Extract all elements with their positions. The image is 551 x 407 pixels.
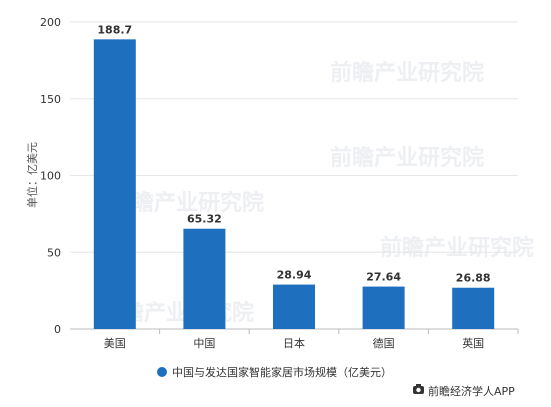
legend-marker	[157, 367, 167, 377]
y-axis-ticks: 0 50 100 150 200	[40, 16, 61, 336]
x-axis-ticks: 美国 中国 日本 德国 英国	[104, 329, 519, 350]
footer-text: 前瞻经济学人APP	[428, 384, 515, 398]
data-label: 27.64	[366, 271, 401, 284]
x-tick-label: 英国	[462, 336, 484, 350]
data-labels: 188.7 65.32 28.94 27.64 26.88	[97, 23, 490, 284]
bar-4[interactable]	[452, 287, 495, 329]
watermarks: 前瞻产业研究院 前瞻产业研究院 前瞻产业研究院 前瞻产业研究院 前瞻产业研究院	[100, 60, 534, 326]
data-label: 65.32	[187, 213, 222, 226]
data-label: 188.7	[97, 23, 132, 36]
bar-1[interactable]	[183, 228, 226, 329]
bar-3[interactable]	[362, 286, 405, 329]
legend-label: 中国与发达国家智能家居市场规模（亿美元）	[172, 365, 392, 379]
camera-icon	[413, 384, 424, 394]
bars	[93, 39, 495, 330]
x-tick-label: 中国	[193, 337, 215, 350]
x-tick-label: 日本	[283, 336, 305, 350]
watermark-4: 前瞻产业研究院	[380, 235, 534, 261]
y-tick-label: 50	[47, 246, 61, 259]
y-tick-label: 100	[40, 170, 61, 183]
watermark-1: 前瞻产业研究院	[330, 60, 484, 86]
data-label: 26.88	[456, 272, 491, 285]
y-tick-label: 200	[40, 16, 61, 29]
bar-0[interactable]	[93, 39, 136, 330]
y-axis-label: 单位：亿美元	[25, 142, 39, 208]
footer: 前瞻经济学人APP	[413, 384, 515, 398]
watermark-2: 前瞻产业研究院	[330, 145, 484, 171]
legend[interactable]: 中国与发达国家智能家居市场规模（亿美元）	[157, 365, 392, 379]
bar-2[interactable]	[273, 284, 315, 329]
x-tick-label: 美国	[104, 337, 126, 350]
data-label: 28.94	[277, 269, 312, 282]
x-tick-label: 德国	[373, 336, 395, 350]
y-tick-label: 150	[40, 93, 61, 106]
y-tick-label: 0	[54, 323, 61, 336]
